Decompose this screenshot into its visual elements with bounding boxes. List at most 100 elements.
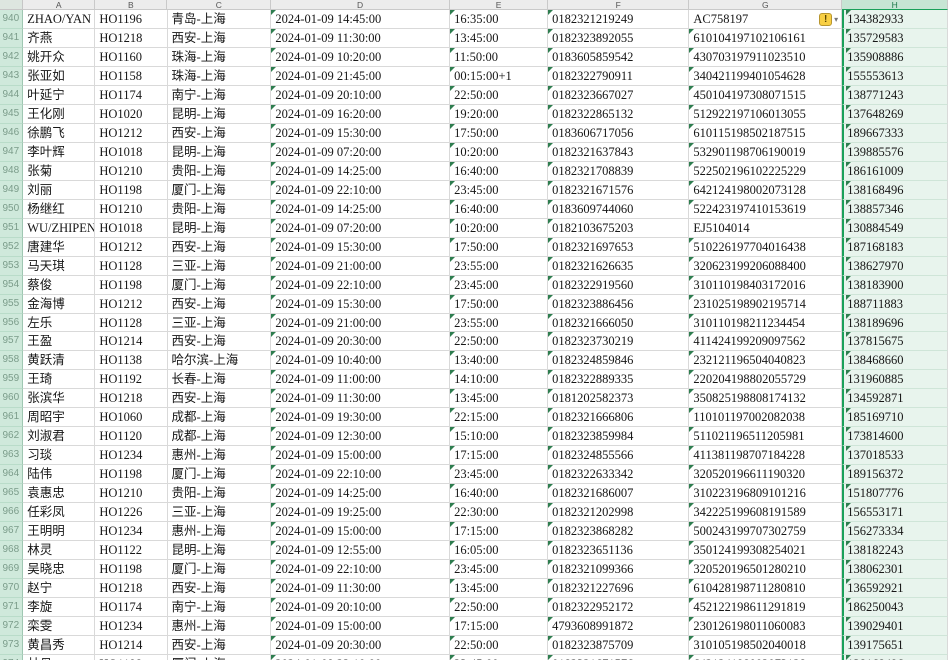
cell-arrival[interactable]: 19:20:00 xyxy=(450,104,549,124)
cell-id_no[interactable]: 310110198403172016 xyxy=(689,275,843,295)
cell-phone[interactable]: 138168496 xyxy=(842,180,948,200)
cell-route[interactable]: 珠海-上海 xyxy=(167,66,272,86)
column-header-f[interactable]: F xyxy=(548,0,690,10)
cell-flight[interactable]: HO1018 xyxy=(95,218,168,238)
cell-phone[interactable]: 138183900 xyxy=(842,275,948,295)
cell-phone[interactable]: 139029401 xyxy=(842,617,948,636)
cell-name[interactable]: 杨继红 xyxy=(23,199,96,219)
cell-booking_no[interactable]: 0182321671576 xyxy=(548,654,690,660)
cell-booking_no[interactable]: 0182321626635 xyxy=(548,256,690,276)
cell-flight[interactable]: HO1128 xyxy=(95,256,168,276)
cell-phone[interactable]: 156273334 xyxy=(842,522,948,542)
cell-id_no[interactable]: 610104197102106161 xyxy=(689,28,843,48)
row-header[interactable]: 951 xyxy=(0,218,24,238)
cell-arrival[interactable]: 10:20:00 xyxy=(450,218,549,238)
cell-arrival[interactable]: 22:50:00 xyxy=(450,635,549,655)
cell-departure[interactable]: 2024-01-09 22:10:00 xyxy=(271,654,451,660)
cell-phone[interactable]: 139175651 xyxy=(842,635,948,655)
cell-arrival[interactable]: 23:45:00 xyxy=(450,275,549,295)
cell-id_no[interactable]: 350124199308254021 xyxy=(689,541,843,561)
cell-flight[interactable]: HO1174 xyxy=(95,85,168,105)
cell-name[interactable]: 刘丽 xyxy=(23,180,96,200)
row-header[interactable]: 960 xyxy=(0,389,24,409)
cell-flight[interactable]: HO1018 xyxy=(95,142,168,162)
cell-route[interactable]: 惠州-上海 xyxy=(167,617,272,636)
cell-id_no[interactable]: 411381198707184228 xyxy=(689,446,843,466)
cell-arrival[interactable]: 13:45:00 xyxy=(450,389,549,409)
cell-phone[interactable]: 186161009 xyxy=(842,161,948,181)
cell-name[interactable]: 吴晓忠 xyxy=(23,560,96,580)
cell-route[interactable]: 长春-上海 xyxy=(167,370,272,390)
row-header[interactable]: 946 xyxy=(0,123,24,143)
cell-booking_no[interactable]: 0181202582373 xyxy=(548,389,690,409)
cell-name[interactable]: 林灵 xyxy=(23,541,96,561)
row-header[interactable]: 961 xyxy=(0,408,24,428)
cell-arrival[interactable]: 10:20:00 xyxy=(450,142,549,162)
cell-id_no[interactable]: EJ5104014 xyxy=(689,218,843,238)
row-header[interactable]: 956 xyxy=(0,313,24,333)
cell-phone[interactable]: 137815675 xyxy=(842,332,948,352)
warning-dropdown-icon[interactable]: ▾ xyxy=(834,14,839,24)
cell-flight[interactable]: HO1218 xyxy=(95,579,168,599)
cell-departure[interactable]: 2024-01-09 20:30:00 xyxy=(271,332,451,352)
cell-id_no[interactable]: 512922197106013055 xyxy=(689,104,843,124)
cell-departure[interactable]: 2024-01-09 10:40:00 xyxy=(271,351,451,371)
column-header-d[interactable]: D xyxy=(271,0,450,10)
cell-route[interactable]: 昆明-上海 xyxy=(167,218,272,238)
cell-booking_no[interactable]: 0182321671576 xyxy=(548,180,690,200)
cell-name[interactable]: 蔡俊 xyxy=(23,275,96,295)
row-header[interactable]: 948 xyxy=(0,161,24,181)
column-header-c[interactable]: C xyxy=(167,0,272,10)
cell-name[interactable]: ZHAO/YAN xyxy=(23,10,96,29)
cell-flight[interactable]: HO1160 xyxy=(95,47,168,67)
cell-route[interactable]: 西安-上海 xyxy=(167,294,272,314)
cell-booking_no[interactable]: 0182322889335 xyxy=(548,370,690,390)
row-header[interactable]: 967 xyxy=(0,522,24,542)
cell-departure[interactable]: 2024-01-09 14:45:00 xyxy=(271,10,451,29)
cell-flight[interactable]: HO1198 xyxy=(95,560,168,580)
cell-phone[interactable]: 138182243 xyxy=(842,541,948,561)
cell-arrival[interactable]: 22:30:00 xyxy=(450,503,549,523)
row-header[interactable]: 959 xyxy=(0,370,24,390)
cell-phone[interactable]: 137018533 xyxy=(842,446,948,466)
cell-phone[interactable]: 186250043 xyxy=(842,598,948,617)
cell-flight[interactable]: HO1212 xyxy=(95,294,168,314)
cell-phone[interactable]: 187168183 xyxy=(842,237,948,257)
row-header[interactable]: 941 xyxy=(0,28,24,48)
cell-id_no[interactable]: 522423197410153619 xyxy=(689,199,843,219)
cell-booking_no[interactable]: 0182103675203 xyxy=(548,218,690,238)
cell-flight[interactable]: HO1214 xyxy=(95,635,168,655)
cell-id_no[interactable]: 430703197911023510 xyxy=(689,47,843,67)
cell-arrival[interactable]: 23:45:00 xyxy=(450,654,549,660)
cell-id_no[interactable]: AC758197! ▾ xyxy=(689,10,843,29)
cell-id_no[interactable]: 642124198002073128 xyxy=(689,654,843,660)
cell-id_no[interactable]: 452122198611291819 xyxy=(689,598,843,617)
cell-id_no[interactable]: 511021196511205981 xyxy=(689,427,843,447)
cell-booking_no[interactable]: 0182321219249 xyxy=(548,10,690,29)
cell-arrival[interactable]: 11:50:00 xyxy=(450,47,549,67)
cell-route[interactable]: 昆明-上海 xyxy=(167,541,272,561)
cell-route[interactable]: 贵阳-上海 xyxy=(167,161,272,181)
cell-booking_no[interactable]: 0182321637843 xyxy=(548,142,690,162)
cell-departure[interactable]: 2024-01-09 11:30:00 xyxy=(271,579,451,599)
cell-booking_no[interactable]: 0182324855566 xyxy=(548,446,690,466)
cell-arrival[interactable]: 16:35:00 xyxy=(450,10,549,29)
cell-departure[interactable]: 2024-01-09 11:30:00 xyxy=(271,28,451,48)
cell-departure[interactable]: 2024-01-09 20:10:00 xyxy=(271,85,451,105)
row-header[interactable]: 943 xyxy=(0,66,24,86)
cell-arrival[interactable]: 17:50:00 xyxy=(450,294,549,314)
cell-phone[interactable]: 131960885 xyxy=(842,370,948,390)
cell-booking_no[interactable]: 0182322919560 xyxy=(548,275,690,295)
cell-booking_no[interactable]: 0182321202998 xyxy=(548,503,690,523)
row-header[interactable]: 942 xyxy=(0,47,24,67)
row-header[interactable]: 962 xyxy=(0,427,24,447)
row-header[interactable]: 950 xyxy=(0,199,24,219)
cell-route[interactable]: 昆明-上海 xyxy=(167,142,272,162)
cell-phone[interactable]: 137648269 xyxy=(842,104,948,124)
cell-booking_no[interactable]: 0182321099366 xyxy=(548,560,690,580)
cell-departure[interactable]: 2024-01-09 14:25:00 xyxy=(271,161,451,181)
cell-booking_no[interactable]: 0182321708839 xyxy=(548,161,690,181)
row-header[interactable]: 944 xyxy=(0,85,24,105)
cell-booking_no[interactable]: 0182323875709 xyxy=(548,635,690,655)
cell-route[interactable]: 惠州-上海 xyxy=(167,522,272,542)
